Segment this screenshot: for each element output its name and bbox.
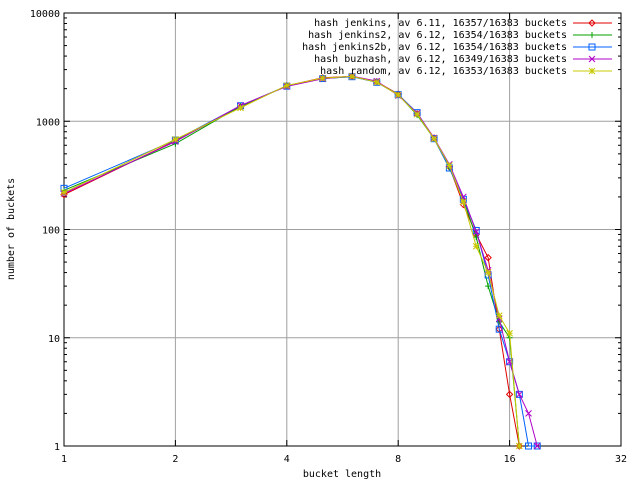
series-line <box>63 76 538 447</box>
data-point <box>484 269 492 276</box>
data-point <box>283 82 291 89</box>
data-point <box>60 189 68 196</box>
data-point <box>373 78 381 86</box>
legend: hash jenkins, av 6.11, 16357/16383 bucke… <box>302 18 612 77</box>
data-point <box>588 43 596 51</box>
series-group <box>60 72 541 450</box>
legend-entry-label: hash jenkins2, av 6.12, 16354/16383 buck… <box>308 30 567 41</box>
data-point <box>446 162 453 169</box>
x-tick-label: 1 <box>61 454 67 465</box>
series-line <box>63 76 520 447</box>
x-tick-label: 32 <box>615 454 627 465</box>
series-line <box>63 75 520 447</box>
x-tick-label: 2 <box>172 454 178 465</box>
legend-entry-label: hash buzhash, av 6.12, 16349/16383 bucke… <box>314 54 567 65</box>
series <box>60 72 524 450</box>
data-point <box>60 190 68 199</box>
axis-ticks: 1 2 4 8 16 32 1 10 100 1000 10000 <box>30 9 627 465</box>
data-point <box>506 358 514 366</box>
y-tick-label: 10000 <box>30 9 60 20</box>
data-point <box>460 198 467 206</box>
data-point <box>588 55 596 63</box>
y-tick-label: 1 <box>54 442 60 453</box>
series <box>60 72 541 450</box>
x-tick-label: 8 <box>395 454 401 465</box>
y-tick-label: 10 <box>48 334 60 345</box>
data-point <box>472 228 480 236</box>
series <box>60 72 523 450</box>
data-point <box>495 312 503 320</box>
legend-entry-label: hash jenkins, av 6.11, 16357/16383 bucke… <box>314 18 567 29</box>
data-point <box>237 104 244 112</box>
series-line <box>63 75 538 447</box>
data-point <box>533 442 541 450</box>
y-tick-label: 1000 <box>36 117 60 128</box>
x-tick-label: 16 <box>504 454 516 465</box>
data-point <box>506 329 513 337</box>
data-point <box>525 410 532 417</box>
data-point <box>588 19 596 27</box>
series <box>61 73 523 449</box>
data-point <box>430 135 438 143</box>
data-point <box>589 32 595 38</box>
data-point <box>472 242 480 250</box>
data-point <box>515 390 523 398</box>
series-line <box>63 75 520 447</box>
data-point <box>588 67 596 75</box>
series <box>60 73 541 450</box>
data-point <box>505 390 514 399</box>
x-tick-label: 4 <box>284 454 290 465</box>
data-point <box>172 136 179 143</box>
data-point <box>460 193 467 201</box>
x-axis-label: bucket length <box>303 469 381 480</box>
data-point <box>533 442 541 450</box>
data-point <box>525 442 533 450</box>
data-point <box>319 74 327 82</box>
data-point <box>484 253 492 262</box>
legend-entry-label: hash jenkins2b, av 6.12, 16354/16383 buc… <box>302 42 567 53</box>
data-point <box>495 315 503 323</box>
data-point <box>394 91 402 99</box>
data-point <box>348 72 356 80</box>
legend-entry-label: hash random, av 6.12, 16353/16383 bucket… <box>320 66 567 77</box>
data-point <box>413 110 421 118</box>
data-point <box>515 390 523 398</box>
y-tick-label: 100 <box>42 226 60 237</box>
y-axis-label: number of buckets <box>6 178 17 280</box>
data-point <box>515 442 523 450</box>
grid-lines <box>64 13 621 446</box>
